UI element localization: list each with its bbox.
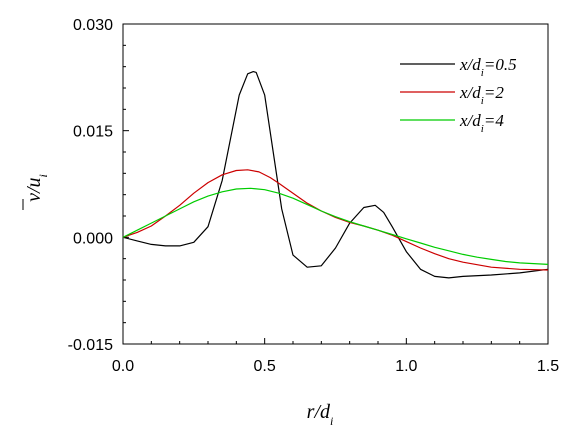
x-axis-label-text: r/di	[307, 401, 334, 428]
y-tick-label: 0.015	[73, 124, 113, 141]
plot-frame	[122, 23, 549, 345]
legend-label-2: x/di=4	[459, 111, 504, 135]
x-tick-label: 0.0	[112, 358, 134, 375]
series-lines	[122, 71, 549, 279]
series-line-1	[122, 169, 549, 271]
x-axis-label: r/di	[307, 401, 334, 428]
y-tick-label: -0.015	[68, 337, 113, 354]
series-line-2	[122, 187, 549, 265]
series-line-0	[122, 71, 549, 279]
x-tick-label: 1.5	[537, 358, 559, 375]
y-tick-label: 0.030	[73, 17, 113, 34]
y-axis-label-text: v/ui	[23, 174, 50, 202]
legend-label-1: x/di=2	[459, 83, 504, 107]
x-tick-label: 1.0	[395, 358, 417, 375]
legend: x/di=0.5 x/di=2 x/di=4	[400, 55, 517, 135]
y-axis-label: v/ui	[22, 174, 50, 210]
y-tick-label: 0.000	[73, 230, 113, 247]
axis-ticks: 0.0 0.5 1.0 1.5 -0.015 0.000 0.015 0.030	[68, 17, 560, 375]
legend-label-0: x/di=0.5	[459, 55, 517, 79]
x-tick-label: 0.5	[254, 358, 276, 375]
